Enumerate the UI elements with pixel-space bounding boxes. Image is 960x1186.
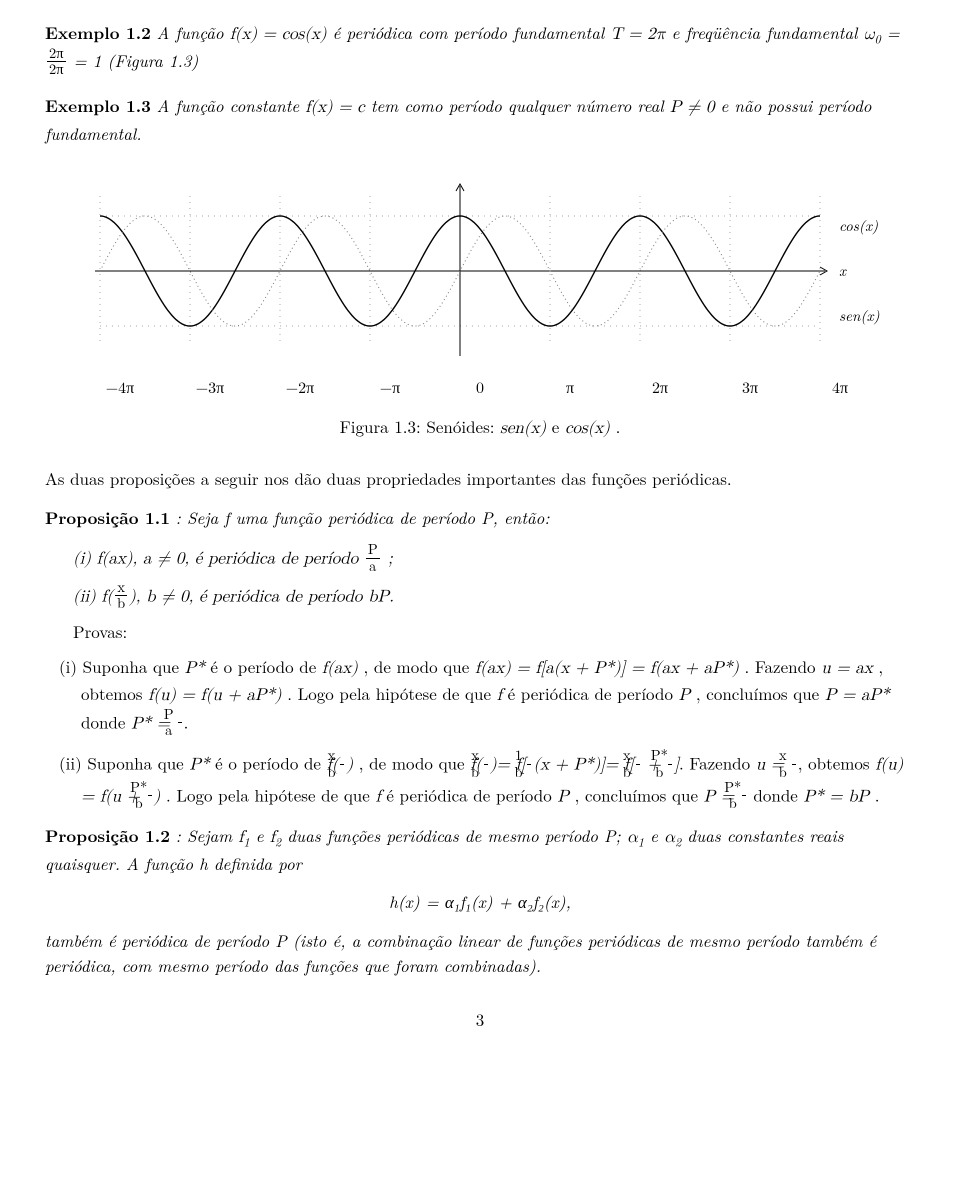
x-tick: 2π xyxy=(640,375,680,398)
x-tick: −3π xyxy=(190,375,230,398)
text: : Seja f uma função periódica de período… xyxy=(176,505,550,529)
proof-ii: (ii) Suponha que P* é o período de f( x … xyxy=(59,750,915,813)
x-axis-label: x xyxy=(839,260,847,281)
proofs: (i) Suponha que P* é o período de f(ax) … xyxy=(45,654,915,813)
x-tick: −2π xyxy=(280,375,320,398)
figure-caption: Figura 1.3: Senóides: sen(x) e cos(x) . xyxy=(45,414,915,442)
cos-label: cos(x) xyxy=(839,215,878,236)
figure-1-3: cos(x) x sen(x) −4π −3π −2π −π 0 π 2π 3π 4π Figu… xyxy=(45,171,915,442)
x-ticks: −4π −3π −2π −π 0 π 2π 3π 4π xyxy=(100,375,860,398)
prop-1-2-equation: h(x) = α₁f₁(x) + α₂f₂(x), xyxy=(45,889,915,914)
prop-1-2-label: Proposição 1.2 xyxy=(45,824,170,848)
x-tick: −π xyxy=(370,375,410,398)
x-tick: 4π xyxy=(820,375,860,398)
x-tick: −4π xyxy=(100,375,140,398)
sinusoid-plot: cos(x) x sen(x) xyxy=(75,171,885,371)
text: A função constante f(x) = c tem como per… xyxy=(45,93,872,145)
prop-1-1-items: (i) f(ax), a ≠ 0, é periódica de período… xyxy=(73,544,915,613)
text: A função f(x) = cos(x) é periódica com p… xyxy=(45,20,900,72)
prop-1-2-tail: também é periódica de período P (isto é,… xyxy=(45,928,915,977)
intro-proposicoes: As duas proposições a seguir nos dão dua… xyxy=(45,466,915,491)
x-tick: 3π xyxy=(730,375,770,398)
sen-label: sen(x) xyxy=(839,305,880,326)
exemplo-1-2-label: Exemplo 1.2 xyxy=(45,21,151,45)
proposicao-1-2: Proposição 1.2 : Sejam f1 e f2 duas funç… xyxy=(45,823,915,875)
proof-i: (i) Suponha que P* é o período de f(ax) … xyxy=(59,654,915,741)
prop-1-1-label: Proposição 1.1 xyxy=(45,506,170,530)
exemplo-1-3: Exemplo 1.3 A função constante f(x) = c … xyxy=(45,93,915,145)
proposicao-1-1: Proposição 1.1 : Seja f uma função perió… xyxy=(45,505,915,531)
exemplo-1-2: Exemplo 1.2 A função f(x) = cos(x) é per… xyxy=(45,20,915,79)
x-tick: 0 xyxy=(460,375,500,398)
x-tick: π xyxy=(550,375,590,398)
exemplo-1-3-label: Exemplo 1.3 xyxy=(45,94,151,118)
page-number: 3 xyxy=(45,1007,915,1032)
prop-1-1-item-ii: (ii) f( x b ), b ≠ 0, é periódica de per… xyxy=(73,582,915,613)
fraction: 2π 2π xyxy=(47,46,66,77)
prop-1-1-item-i: (i) f(ax), a ≠ 0, é periódica de período… xyxy=(73,544,915,575)
provas-label: Provas: xyxy=(73,619,915,644)
